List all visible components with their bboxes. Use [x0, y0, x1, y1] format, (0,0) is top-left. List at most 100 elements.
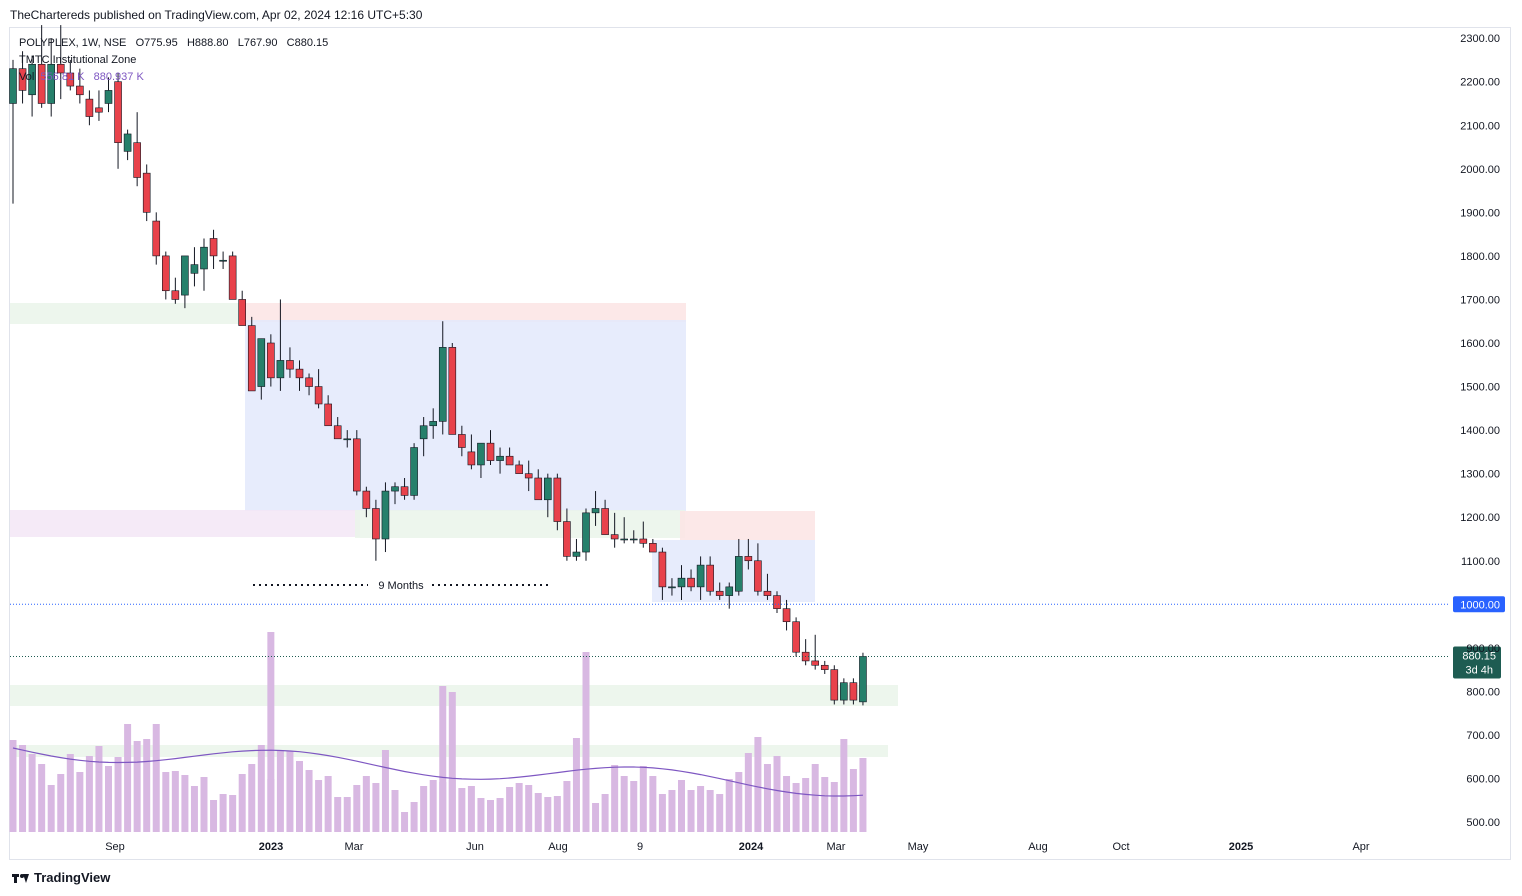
candle-down	[563, 521, 571, 557]
countdown-label: 3d 4h	[1465, 664, 1493, 676]
y-tick-label: 800.00	[1466, 686, 1500, 698]
institutional-zone	[680, 511, 815, 540]
x-tick-label: May	[908, 841, 929, 853]
candle-up	[591, 508, 600, 514]
candle-down	[171, 290, 180, 300]
open-value: O775.95	[135, 37, 178, 49]
volume-bar	[181, 775, 189, 832]
institutional-zone	[245, 320, 686, 511]
candle-up	[668, 586, 676, 589]
candle-down	[133, 142, 141, 178]
volume-bar	[152, 724, 160, 832]
volume-bar	[66, 754, 74, 832]
volume-bar	[802, 778, 810, 832]
volume-bar	[859, 758, 867, 832]
candle-down	[372, 508, 380, 540]
candle-down	[238, 299, 246, 326]
volume-bar	[735, 772, 743, 832]
candle-up	[47, 63, 56, 104]
candle-down	[515, 464, 523, 474]
volume-bar	[57, 774, 65, 832]
volume-bar	[105, 766, 112, 832]
candle-up	[200, 246, 208, 270]
candle-down	[792, 621, 800, 653]
y-tick-label: 900.00	[1466, 643, 1500, 655]
candle-down	[486, 442, 495, 461]
candle-down	[658, 551, 667, 588]
volume-bar	[229, 795, 237, 832]
volume-bar	[334, 797, 342, 832]
candle-down	[534, 477, 543, 501]
volume-bar	[697, 786, 705, 832]
y-tick-label: 1100.00	[1461, 556, 1500, 568]
x-tick-label: Jun	[466, 841, 484, 853]
candle-up	[429, 421, 438, 427]
candle-down	[352, 438, 361, 492]
volume-bar	[725, 779, 733, 832]
candle-up	[219, 259, 227, 262]
candle-down	[715, 590, 724, 596]
x-tick-label: 2023	[259, 841, 283, 853]
volume-bar	[267, 632, 275, 832]
candle-up	[28, 63, 36, 96]
volume-bar	[401, 812, 409, 832]
x-tick-label: Aug	[548, 841, 568, 853]
volume-bar	[124, 724, 132, 832]
candle-down	[362, 490, 371, 509]
y-tick-label: 2000.00	[1460, 164, 1500, 176]
candle-down	[305, 377, 313, 387]
level-tag	[1453, 596, 1505, 613]
candle-down	[649, 543, 657, 553]
y-tick-label: 1200.00	[1460, 512, 1500, 524]
candle-down	[687, 577, 695, 588]
candle-up	[734, 556, 743, 592]
volume-bar	[763, 764, 771, 832]
volume-bar	[162, 772, 170, 832]
y-tick-label: 500.00	[1466, 817, 1500, 829]
indicator-label[interactable]: TMTC Institutional Zone	[19, 54, 137, 66]
footer-brand[interactable]: TradingView	[12, 870, 110, 885]
candle-down	[76, 85, 84, 96]
candle-down	[228, 255, 237, 300]
candle-down	[247, 325, 256, 392]
volume-bar	[47, 785, 55, 832]
candle-down	[811, 660, 820, 666]
y-tick-label: 1500.00	[1460, 382, 1500, 394]
volume-bar	[783, 776, 791, 832]
close-value: C880.15	[286, 37, 329, 49]
candle-down	[763, 590, 772, 596]
institutional-zone	[10, 510, 360, 537]
zones-layer	[10, 303, 898, 757]
volume-bar	[821, 777, 829, 832]
institutional-zone	[245, 303, 686, 322]
candle-down	[267, 342, 275, 379]
volume-bar	[563, 781, 571, 832]
candle-down	[610, 534, 619, 540]
y-tick-label: 1600.00	[1460, 338, 1500, 350]
volume-bar	[296, 761, 303, 832]
volume-bar	[458, 788, 466, 832]
candle-up	[419, 425, 428, 440]
candle-up	[725, 586, 734, 596]
volume-bar	[572, 738, 580, 832]
volume-bar	[592, 803, 600, 832]
y-tick-label: 1800.00	[1460, 251, 1500, 263]
candle-down	[448, 347, 457, 435]
candle-down	[830, 669, 839, 701]
candle-up	[391, 486, 399, 492]
volume-label[interactable]: Vol	[19, 71, 35, 83]
candle-up	[572, 551, 581, 557]
volume-bar	[324, 776, 332, 832]
level-tag-label: 1000.00	[1460, 599, 1500, 611]
y-tick-label: 1400.00	[1460, 425, 1500, 437]
symbol-label[interactable]: POLYPLEX, 1W, NSE	[19, 37, 127, 49]
candle-down	[458, 434, 466, 448]
volume-bar	[429, 780, 437, 832]
volume-bar	[811, 764, 819, 832]
candle-up	[696, 564, 705, 588]
volume-bar	[525, 785, 533, 832]
volume-bar	[792, 783, 800, 832]
candle-up	[257, 338, 266, 387]
volume-bar	[601, 794, 609, 832]
